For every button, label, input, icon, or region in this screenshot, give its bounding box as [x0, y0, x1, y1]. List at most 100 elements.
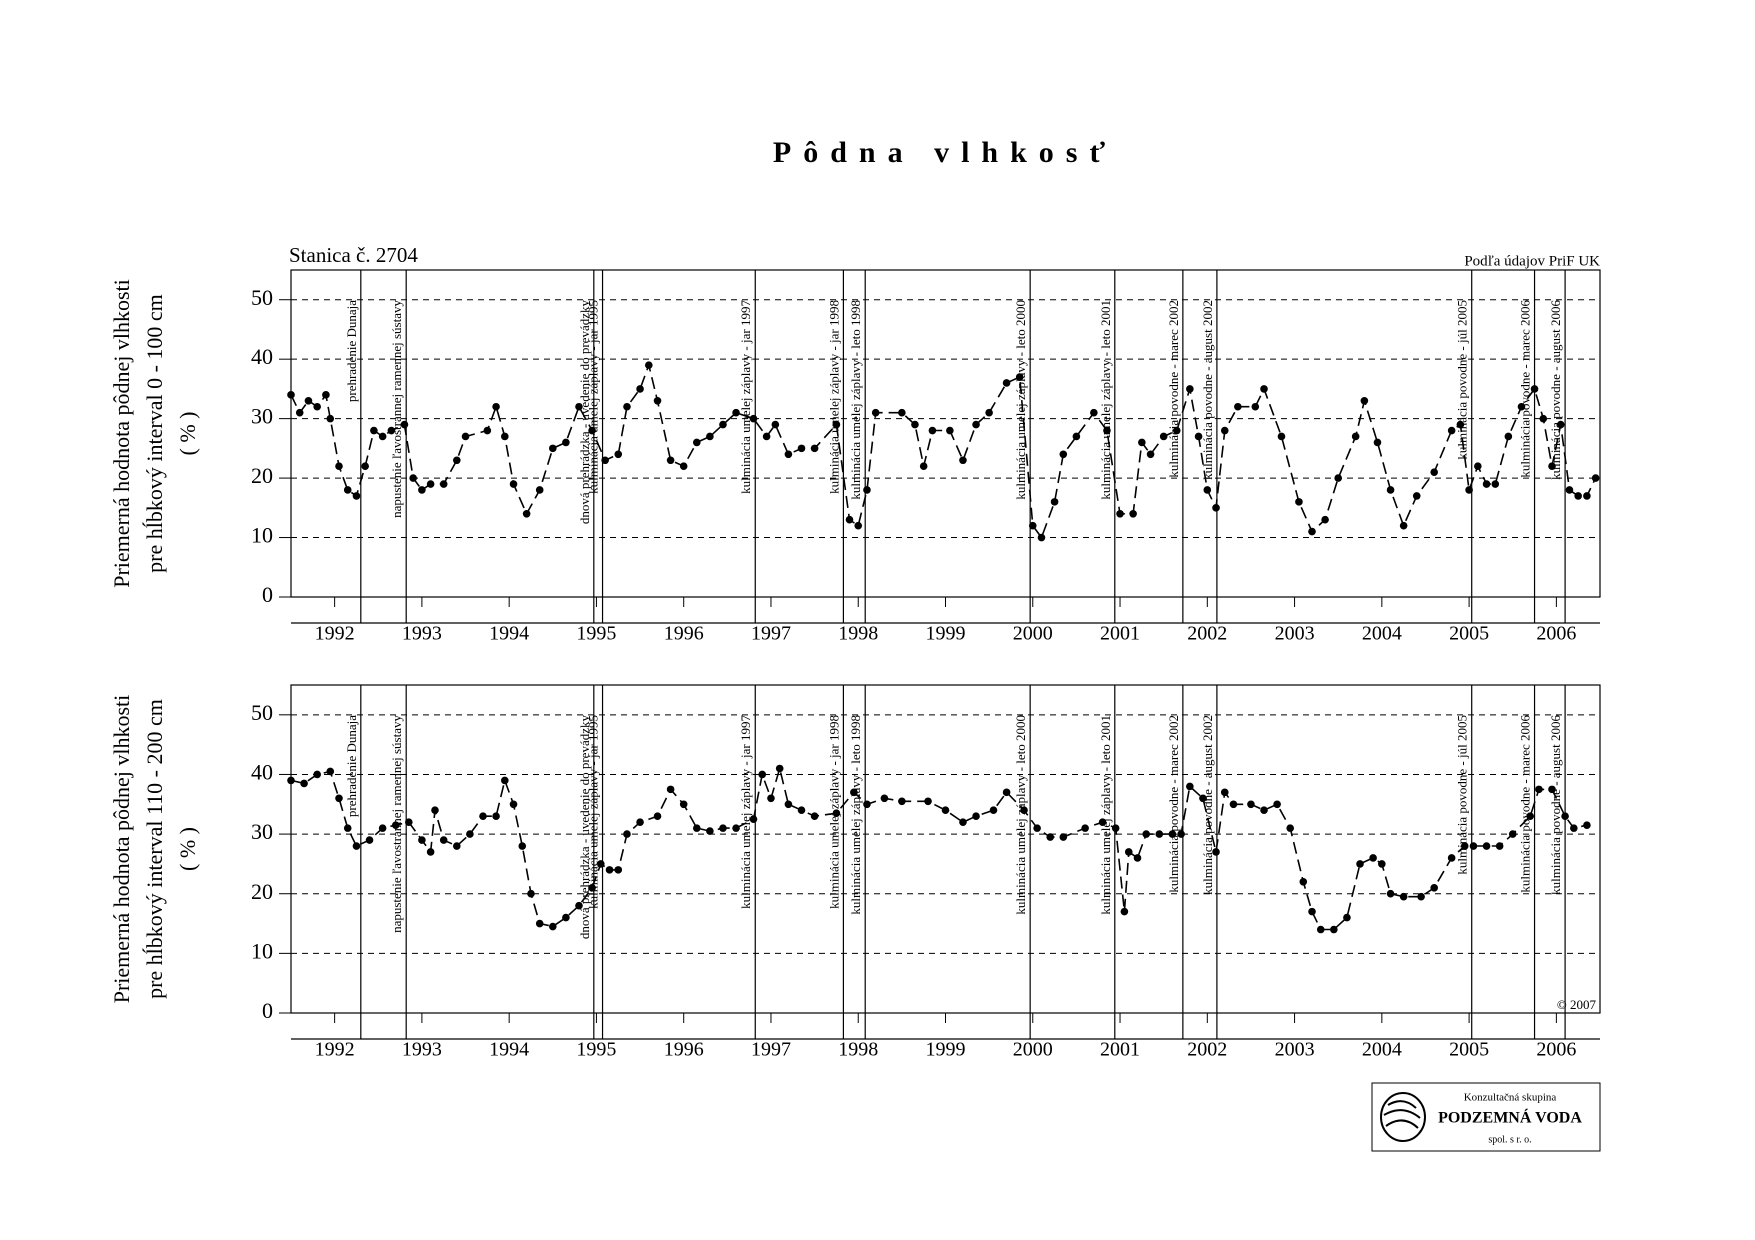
data-point: [1330, 925, 1338, 934]
data-point: [549, 922, 557, 931]
x-tick-label: 1994: [489, 623, 529, 645]
data-point: [1155, 830, 1164, 838]
y-axis-label: pre hĺbkový interval 110 - 200 cm: [142, 699, 167, 999]
data-point: [614, 866, 623, 874]
annotation-label: kulminácia povodne - marec 2002: [1166, 715, 1181, 893]
data-point: [1103, 426, 1111, 435]
copyright: © 2007: [1557, 997, 1597, 1012]
data-point: [1072, 432, 1081, 441]
data-point: [784, 800, 793, 809]
data-point: [335, 794, 343, 803]
data-point: [1059, 450, 1068, 459]
data-point: [972, 420, 980, 429]
data-point: [1194, 432, 1203, 441]
data-point: [1028, 521, 1037, 530]
data-point: [1159, 432, 1168, 441]
data-point: [919, 462, 928, 471]
data-point: [300, 779, 308, 788]
data-point: [1591, 474, 1600, 482]
data-point: [479, 812, 487, 820]
data-point: [644, 361, 653, 369]
data-point: [304, 397, 313, 405]
plot-frame: [290, 684, 1601, 1014]
data-point: [343, 824, 352, 832]
annotation-label: kulminácia umelej záplavy - leto 2000: [1013, 300, 1028, 500]
data-point: [535, 486, 544, 494]
x-tick-label: 1993: [402, 623, 442, 645]
data-point: [1247, 800, 1255, 809]
data-point: [1260, 806, 1268, 815]
annotation-label: kulminácia umelej záplavy - jar 1995: [586, 300, 601, 494]
annotation-label: kulminácia povodne - august 2006: [1548, 715, 1563, 895]
x-tick-label: 1994: [489, 1039, 529, 1061]
annotation-label: prehradenie Dunaja: [344, 300, 359, 402]
data-point: [732, 824, 740, 832]
data-point: [1334, 474, 1342, 482]
data-point: [880, 794, 889, 803]
data-point: [418, 836, 426, 844]
data-point: [483, 426, 492, 435]
data-point: [1212, 848, 1220, 856]
data-point: [378, 824, 387, 832]
data-point: [623, 830, 631, 838]
data-point: [1033, 824, 1041, 832]
data-point: [706, 827, 714, 835]
data-point: [850, 788, 858, 797]
source: Podľa údajov PriF UK: [1464, 253, 1600, 269]
data-point: [431, 806, 439, 815]
data-point: [501, 776, 509, 785]
logo: Konzultačná skupina PODZEMNÁ VODA spol. …: [1371, 1082, 1601, 1152]
annotation-label: kulminácia umelej záplavy - leto 2001: [1098, 300, 1113, 500]
data-point: [636, 385, 644, 393]
data-point: [666, 785, 675, 794]
data-point: [1465, 486, 1473, 494]
data-point: [614, 450, 623, 459]
data-point: [287, 391, 295, 399]
data-point: [1020, 806, 1028, 815]
data-point: [1386, 889, 1395, 898]
series-line: [290, 765, 1588, 931]
data-point: [287, 776, 295, 785]
data-point: [1378, 860, 1386, 868]
data-point: [810, 444, 819, 453]
annotation-label: napustenie ľavostrannej ramennej sústavy: [389, 300, 404, 518]
data-point: [1295, 498, 1303, 506]
annotation-label: kulminácia umelej záplavy - jar 1995: [586, 715, 601, 909]
data-point: [1399, 892, 1408, 901]
annotation-label: kulminácia umelej záplavy - leto 1998: [848, 300, 863, 500]
data-point: [1570, 824, 1578, 832]
y-tick-label: 30: [251, 404, 273, 429]
annotation-label: kulminácia povodne - marec 2006: [1518, 300, 1533, 478]
data-point: [313, 770, 321, 779]
data-point: [549, 444, 557, 453]
x-tick-label: 1993: [402, 1039, 442, 1061]
data-point: [719, 824, 727, 832]
data-point: [898, 797, 906, 806]
y-tick-label: 20: [251, 879, 273, 904]
data-point: [1447, 426, 1456, 435]
data-point: [972, 812, 980, 820]
x-tick-label: 2006: [1536, 623, 1576, 645]
annotation-label: kulminácia povodne - júl 2005: [1455, 715, 1470, 875]
data-point: [1172, 426, 1181, 435]
data-point: [1229, 800, 1238, 809]
x-tick-label: 2004: [1362, 1039, 1402, 1061]
data-point: [1548, 785, 1556, 794]
x-tick-label: 2001: [1100, 1039, 1140, 1061]
data-point: [1120, 907, 1129, 916]
data-point: [636, 818, 644, 826]
x-tick-label: 1999: [926, 623, 966, 645]
data-point: [1059, 833, 1068, 841]
data-point: [911, 420, 919, 429]
annotation-label: kulminácia povodne - august 2002: [1200, 300, 1215, 480]
logo-line3: spol. s r. o.: [1488, 1134, 1531, 1145]
x-tick-label: 1996: [664, 623, 704, 645]
data-point: [1456, 420, 1465, 429]
data-point: [1360, 397, 1369, 405]
data-point: [1504, 432, 1513, 441]
y-axis-label: pre hĺbkový interval 0 - 100 cm: [142, 294, 167, 573]
data-point: [1495, 842, 1504, 850]
data-point: [1561, 812, 1569, 820]
data-point: [762, 432, 771, 441]
